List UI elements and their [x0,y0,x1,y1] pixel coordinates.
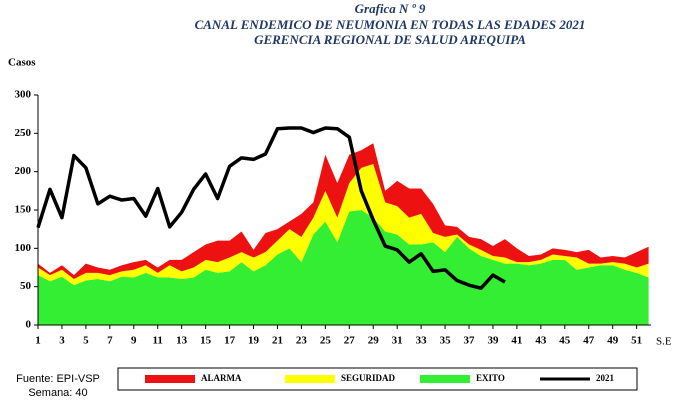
x-tick-label: 5 [83,335,89,347]
y-tick-label: 100 [15,242,32,254]
x-tick-label: 25 [320,335,332,347]
x-tick-label: 17 [224,335,236,347]
y-tick-label: 50 [20,280,32,292]
x-tick-label: 37 [464,335,476,347]
x-tick-label: 21 [272,335,283,347]
x-tick-label: 11 [153,335,163,347]
y-tick-label: 200 [15,165,32,177]
x-tick-label: 7 [107,335,113,347]
x-tick-label: 29 [368,335,380,347]
x-tick-label: 15 [200,335,212,347]
x-axis-label: S.E [656,336,672,348]
area-exito [38,210,649,325]
area-alarma [38,143,649,279]
x-tick-label: 39 [487,335,499,347]
area-seguridad [38,164,649,286]
x-tick-label: 9 [131,335,137,347]
x-tick-label: 33 [416,335,428,347]
legend-label: 2021 [596,373,615,383]
x-tick-label: 45 [559,335,571,347]
x-tick-label: 19 [248,335,260,347]
x-tick-label: 35 [440,335,452,347]
x-tick-label: 31 [392,335,403,347]
x-tick-label: 3 [59,335,65,347]
legend-label: ALARMA [201,373,242,383]
chart-subtitle: GERENCIA REGIONAL DE SALUD AREQUIPA [254,32,526,47]
chart-title: Grafica N º 9 [355,1,426,16]
legend-swatch [285,375,335,383]
footnote: Fuente: EPI-VSP [16,373,100,385]
legend-swatch [145,375,195,383]
x-tick-label: 41 [511,335,522,347]
x-tick-label: 43 [535,335,547,347]
x-tick-label: 13 [176,335,188,347]
legend-box [117,367,638,391]
y-tick-label: 150 [15,204,32,216]
y-tick-label: 0 [26,319,32,331]
legend-label: SEGURIDAD [341,373,396,383]
x-tick-label: 1 [35,335,41,347]
legend-swatch [420,375,470,383]
legend-label: EXITO [476,373,505,383]
y-tick-label: 250 [15,127,32,139]
x-tick-label: 27 [344,335,356,347]
x-tick-label: 47 [583,335,595,347]
chart-subtitle: CANAL ENDEMICO DE NEUMONIA EN TODAS LAS … [195,17,586,32]
x-tick-label: 51 [631,335,642,347]
y-axis-label: Casos [8,57,36,69]
x-tick-label: 49 [607,335,619,347]
footnote: Semana: 40 [28,387,87,399]
x-tick-label: 23 [296,335,308,347]
line-2021 [36,126,506,290]
y-tick-label: 300 [15,89,32,101]
